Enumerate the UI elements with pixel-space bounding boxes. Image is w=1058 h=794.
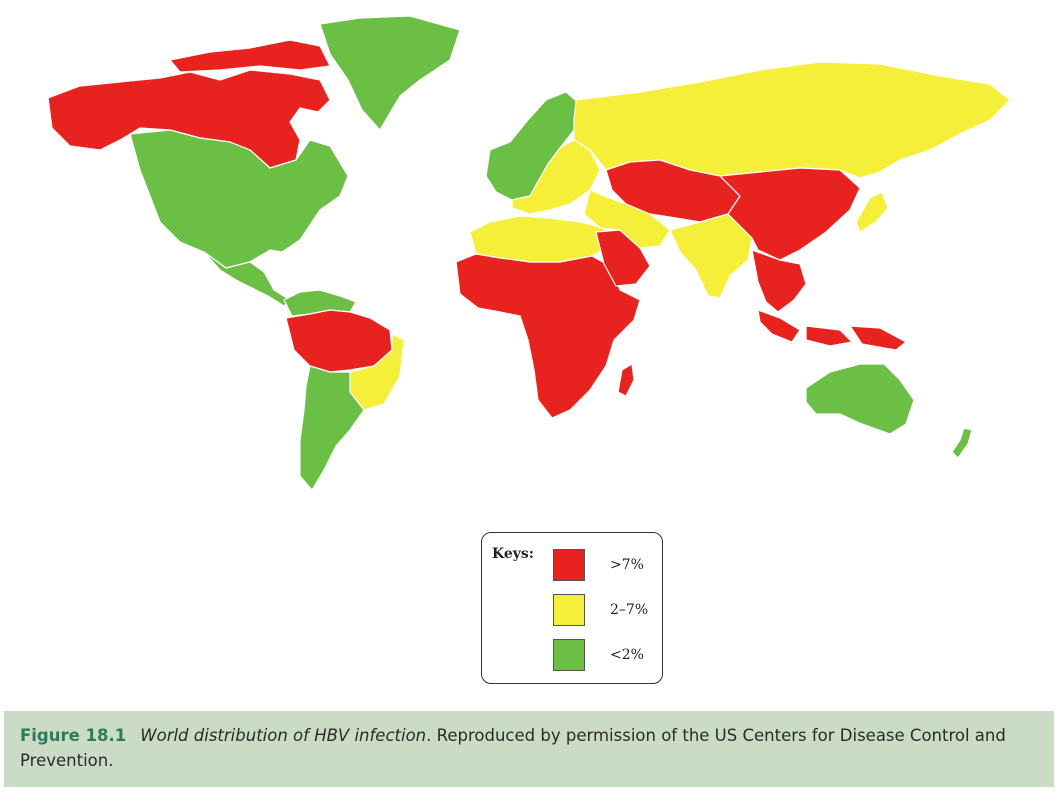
legend-label-high: >7% [610,557,644,573]
legend-label-intermediate: 2–7% [610,602,649,618]
figure-label: Figure 18.1 [20,726,127,745]
region-russia [573,61,1011,179]
region-north-america [129,129,349,269]
region-middle-east [583,189,671,249]
region-japan [855,191,889,233]
region-southern-south-america [299,365,365,491]
figure-caption-text: . Reproduced by permission of the US Cen… [20,726,1006,770]
region-indonesia-new-guinea [757,309,907,351]
legend-item-low: <2% [482,639,662,671]
region-sub-saharan-africa [455,253,641,419]
region-alaska-northern-canada [47,69,331,169]
region-amazon-basin [285,309,393,373]
region-canadian-arctic-islands [169,39,331,73]
region-china [719,167,861,261]
legend-swatch-low [553,639,585,671]
legend-title: Keys: [492,546,534,562]
legend-item-intermediate: 2–7% [482,594,662,626]
legend-label-low: <2% [610,647,644,663]
region-new-zealand [951,427,973,459]
region-eastern-southern-europe [511,139,601,215]
region-india [669,213,753,299]
world-map [47,15,1011,491]
region-greenland [319,15,461,131]
legend-swatch-intermediate [553,594,585,626]
region-australia [805,363,915,435]
figure-caption: Figure 18.1 World distribution of HBV inf… [4,711,1054,787]
figure-title: World distribution of HBV infection [140,726,427,745]
region-southeast-asia [751,249,807,313]
map-legend: Keys: >7% 2–7% <2% [481,532,663,684]
region-madagascar [617,363,635,397]
region-north-africa [469,215,611,263]
legend-swatch-high [553,549,585,581]
legend-item-high: >7% [482,549,662,581]
